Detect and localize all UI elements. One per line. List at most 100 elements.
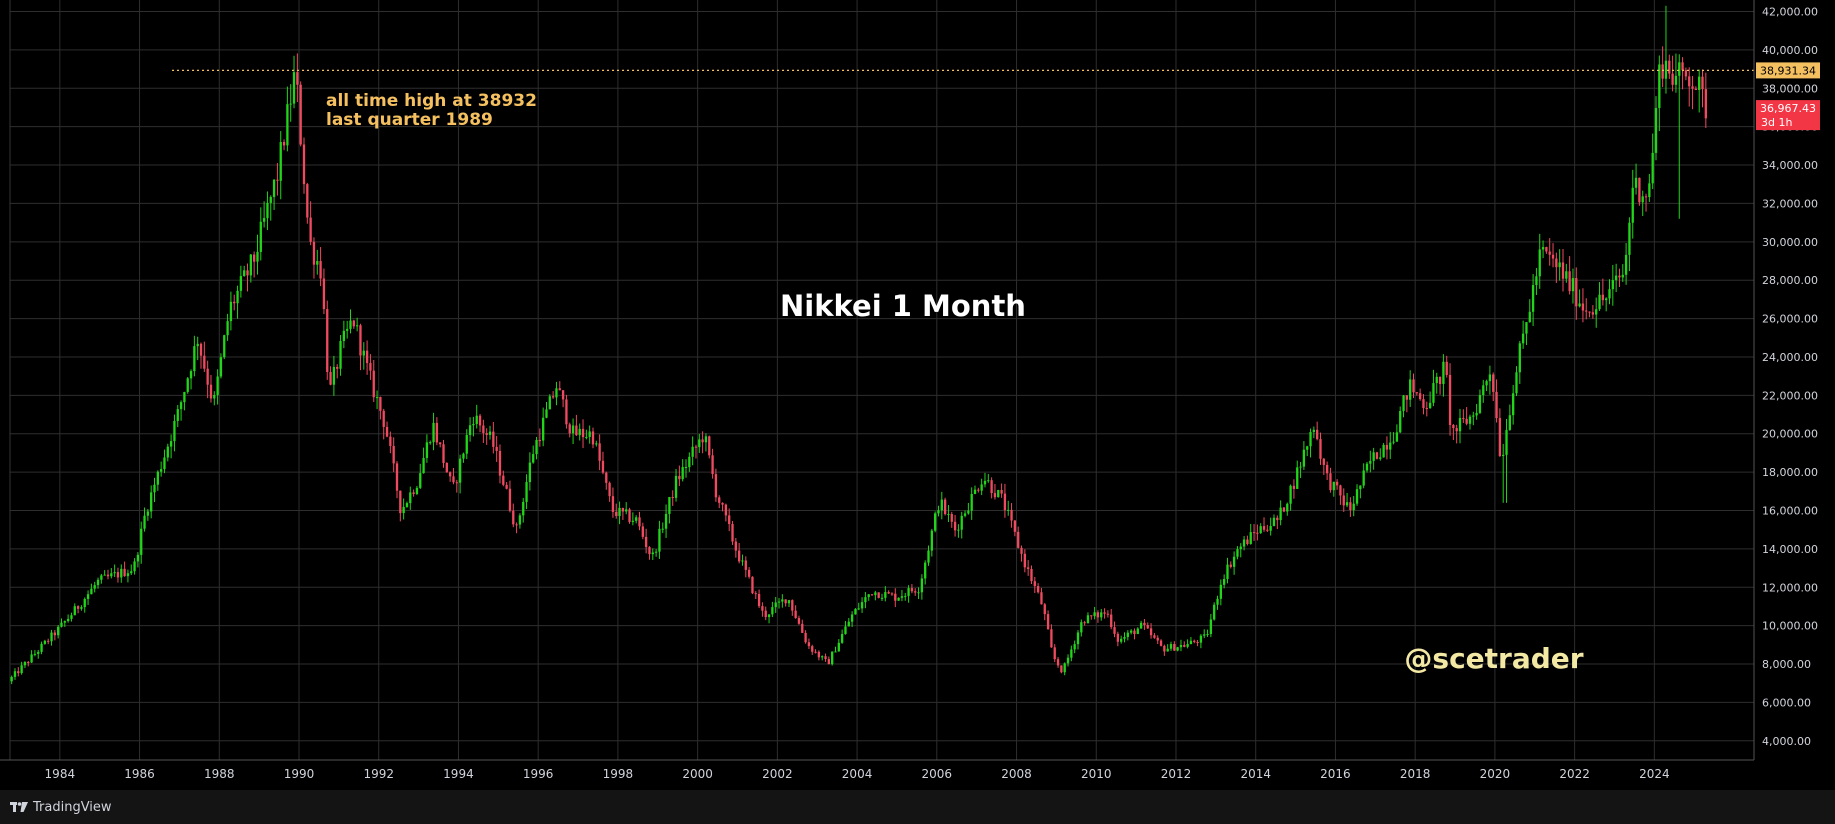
- candle: [641, 522, 644, 540]
- candle: [1472, 411, 1475, 426]
- candle-body: [10, 676, 13, 682]
- y-tick-label: 26,000.00: [1762, 313, 1818, 326]
- candle: [1591, 305, 1595, 319]
- candle: [492, 421, 495, 454]
- candle-body: [140, 528, 143, 555]
- candle: [1007, 500, 1010, 516]
- candle-body: [359, 325, 362, 356]
- candle: [1508, 404, 1512, 431]
- y-tick-label: 24,000.00: [1762, 351, 1818, 364]
- x-tick-label: 2024: [1639, 767, 1670, 781]
- candle: [10, 675, 13, 685]
- candle-body: [369, 363, 372, 371]
- candle: [1342, 488, 1345, 512]
- candle: [1023, 549, 1027, 573]
- candle: [930, 528, 933, 557]
- candle-body: [744, 560, 747, 570]
- candle: [243, 265, 246, 277]
- candle-body: [993, 493, 997, 498]
- candle-body: [322, 278, 326, 310]
- candle-body: [76, 606, 80, 609]
- candle: [990, 477, 993, 499]
- candle: [40, 641, 43, 655]
- candle-body: [817, 651, 821, 658]
- candle-body: [542, 417, 545, 441]
- candle: [591, 427, 595, 449]
- candle-body: [757, 593, 761, 607]
- candle: [874, 590, 877, 601]
- candle: [1382, 442, 1385, 458]
- candle-body: [116, 572, 120, 578]
- candle: [1203, 629, 1206, 639]
- candle-body: [847, 621, 850, 627]
- candle-body: [1555, 258, 1558, 268]
- candle-body: [1671, 73, 1674, 85]
- candle-body: [724, 504, 728, 516]
- candle-body: [1083, 622, 1086, 624]
- candle-body: [804, 632, 807, 643]
- candle-body: [150, 492, 153, 512]
- chart-area[interactable]: all time high at 38932 last quarter 1989 N…: [0, 0, 1835, 790]
- candle-body: [1252, 532, 1256, 534]
- candle-body: [1269, 526, 1272, 531]
- candle: [1129, 629, 1133, 635]
- y-axis[interactable]: 4,000.00 6,000.00 8,000.00 10,000.00 12,000.…: [1753, 0, 1820, 760]
- candle: [1176, 646, 1179, 652]
- candle: [488, 425, 492, 440]
- candle: [415, 485, 419, 496]
- candle-body: [1651, 152, 1654, 184]
- candle: [113, 564, 116, 577]
- candle-body: [485, 433, 488, 435]
- candle: [850, 611, 854, 628]
- candle-body: [346, 328, 349, 331]
- candle-body: [1339, 485, 1342, 496]
- candle-body: [761, 606, 764, 611]
- candle-body: [302, 144, 306, 185]
- candle-body: [1412, 379, 1415, 393]
- candle: [581, 419, 585, 449]
- x-tick-label: 2002: [762, 767, 793, 781]
- candle: [83, 597, 86, 613]
- candle-body: [189, 371, 193, 379]
- candle-body: [977, 489, 980, 491]
- candle-body: [478, 415, 482, 426]
- x-tick-label: 2022: [1559, 767, 1590, 781]
- candle: [140, 521, 143, 564]
- candle: [1694, 86, 1698, 91]
- candle: [542, 407, 545, 447]
- candle-body: [1382, 444, 1385, 458]
- candle-body: [1661, 64, 1664, 79]
- candle-body: [648, 547, 651, 555]
- candle: [635, 515, 638, 524]
- candle-body: [1186, 643, 1189, 647]
- candle-body: [1196, 641, 1199, 643]
- candle: [1458, 408, 1462, 444]
- candle-body: [382, 410, 385, 427]
- candle: [811, 644, 814, 655]
- candle: [1681, 57, 1684, 90]
- candle-body: [638, 517, 641, 527]
- candle: [1292, 479, 1296, 499]
- candle-body: [1043, 604, 1046, 615]
- candle-body: [53, 632, 57, 636]
- candle-body: [286, 104, 289, 146]
- candle-body: [1249, 532, 1252, 544]
- candle: [1017, 526, 1020, 549]
- candle-body: [1538, 249, 1541, 277]
- candle: [1146, 622, 1149, 630]
- tradingview-logo[interactable]: TradingView: [10, 800, 112, 815]
- candle: [525, 474, 528, 509]
- candle-body: [1591, 312, 1595, 315]
- candle-body: [272, 179, 276, 197]
- current-price-label-text: 36,967.43: [1760, 102, 1816, 115]
- candle-body: [1465, 418, 1468, 424]
- candle-body: [1076, 632, 1080, 645]
- candle-body: [1565, 271, 1568, 279]
- x-axis[interactable]: 1984 1986 1988 1990 1992 1994 1996 1998 2000 2002…: [0, 759, 1754, 781]
- candle-body: [1213, 604, 1216, 620]
- candle: [236, 285, 239, 319]
- candle: [967, 502, 970, 515]
- candle-body: [1525, 322, 1528, 334]
